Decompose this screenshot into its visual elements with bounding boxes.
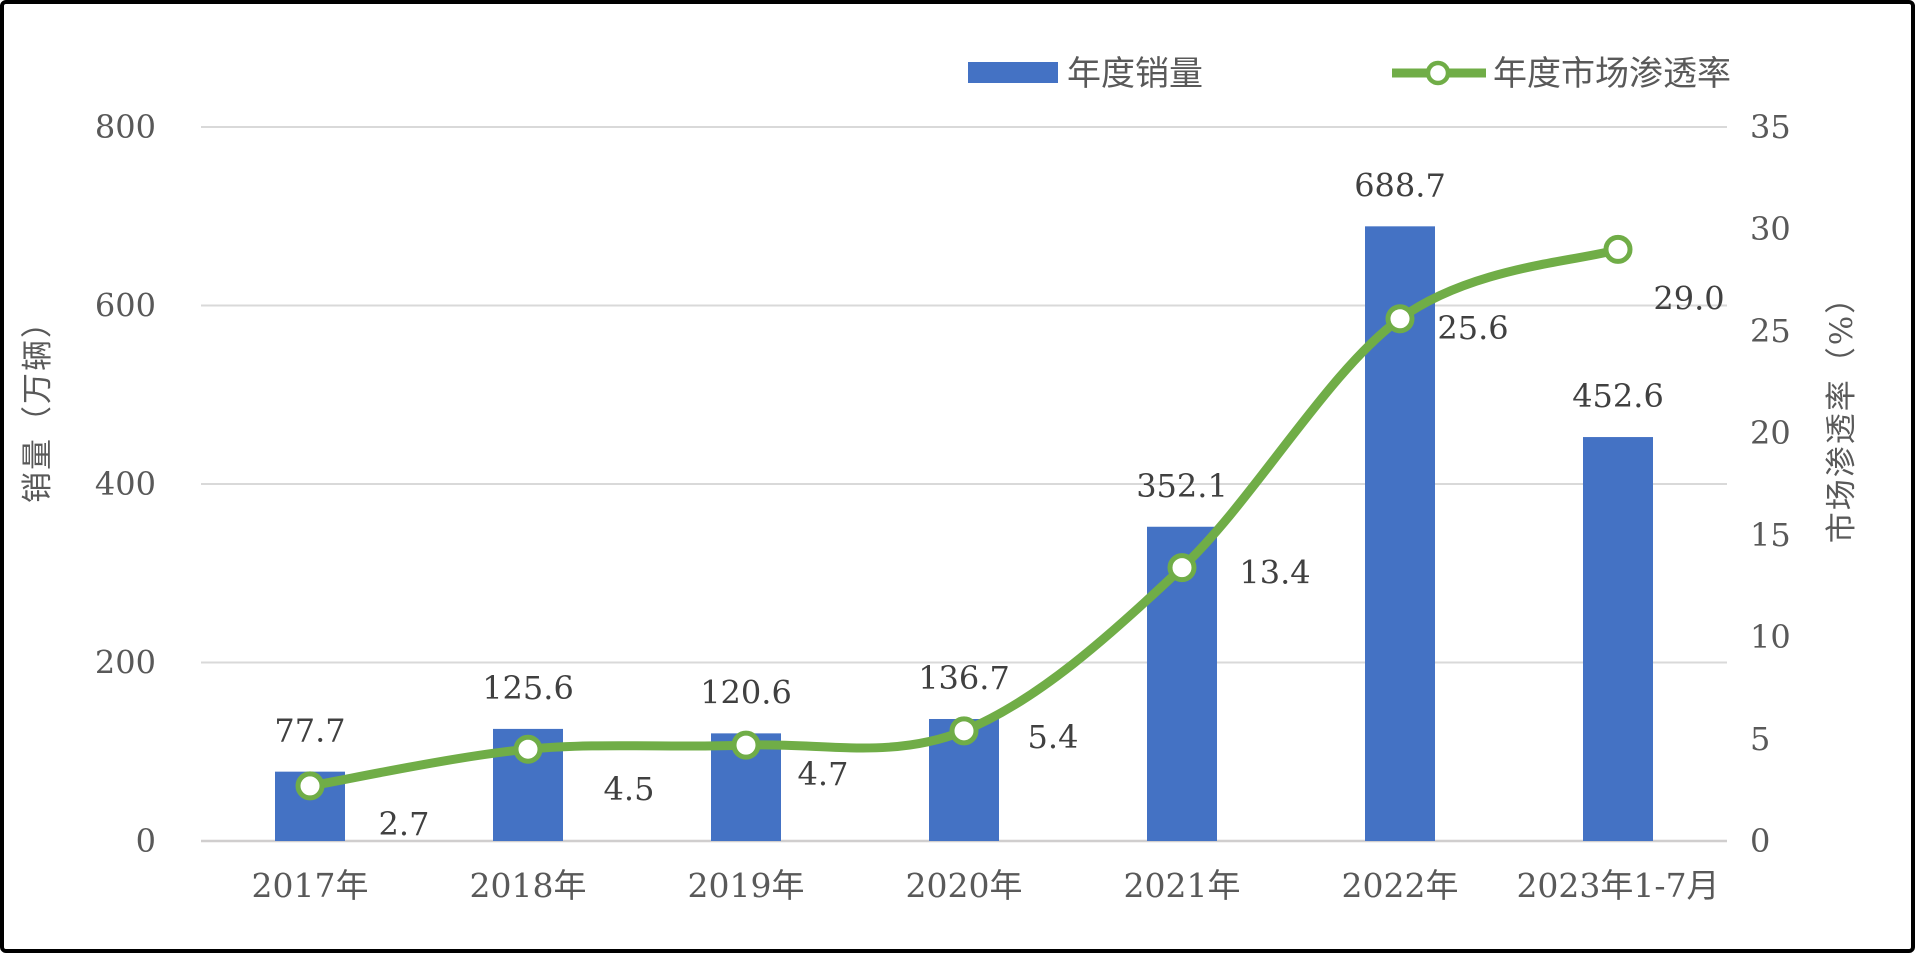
legend: 年度销量 年度市场渗透率 — [968, 54, 1731, 94]
line-value-label: 2.7 — [379, 805, 430, 843]
data-labels: 77.7 125.6 120.6 136.7 352.1 688.7 452.6 2.7 4.5… — [274, 166, 1724, 843]
right-tick-label: 5 — [1750, 720, 1770, 758]
category-label: 2019年 — [688, 866, 805, 905]
category-axis-labels: 2017年 2018年 2019年 2020年 2021年 2022年 2023年1-7月 — [252, 866, 1720, 905]
category-label: 2017年 — [252, 866, 369, 905]
left-tick-label: 600 — [95, 287, 156, 325]
category-label: 2020年 — [906, 866, 1023, 905]
left-tick-label: 0 — [136, 822, 156, 860]
line-value-label: 29.0 — [1653, 279, 1724, 317]
right-tick-label: 15 — [1750, 516, 1791, 554]
bar-value-label: 452.6 — [1572, 377, 1664, 415]
line-value-label: 4.7 — [798, 755, 849, 793]
left-axis-title: 销量（万辆） — [20, 305, 56, 503]
legend-label-sales: 年度销量 — [1067, 54, 1203, 94]
line-value-label: 4.5 — [604, 770, 655, 808]
bar — [1583, 437, 1653, 841]
line-value-label: 5.4 — [1028, 718, 1079, 756]
bar-value-label: 688.7 — [1354, 166, 1446, 204]
legend-label-penetration: 年度市场渗透率 — [1493, 54, 1731, 94]
line-value-label: 25.6 — [1437, 309, 1508, 347]
category-label: 2021年 — [1124, 866, 1241, 905]
right-axis-title: 市场渗透率（%） — [1824, 281, 1860, 543]
right-tick-label: 20 — [1750, 414, 1791, 452]
line-marker-icon — [1167, 553, 1197, 583]
left-tick-label: 200 — [95, 644, 156, 682]
bar-series — [275, 226, 1653, 841]
bar-value-label: 352.1 — [1136, 467, 1228, 505]
right-tick-label: 25 — [1750, 312, 1791, 350]
left-axis-ticks: 0 200 400 600 800 — [95, 108, 156, 860]
right-tick-label: 35 — [1750, 108, 1791, 146]
category-label: 2018年 — [470, 866, 587, 905]
left-tick-label: 800 — [95, 108, 156, 146]
bar-value-label: 136.7 — [918, 659, 1010, 697]
line-series — [295, 234, 1633, 801]
category-label: 2022年 — [1342, 866, 1459, 905]
right-tick-label: 10 — [1750, 618, 1791, 656]
legend-item-sales: 年度销量 — [968, 54, 1203, 94]
right-tick-label: 0 — [1750, 822, 1770, 860]
bar-value-label: 120.6 — [700, 673, 792, 711]
legend-item-penetration: 年度市场渗透率 — [1392, 54, 1731, 94]
combo-chart: 77.7 125.6 120.6 136.7 352.1 688.7 452.6 2.7 4.5… — [20, 54, 1860, 905]
line-marker-icon — [949, 716, 979, 746]
line-marker-icon — [295, 771, 325, 801]
bar-swatch-icon — [968, 62, 1058, 83]
line-marker-icon — [1425, 60, 1451, 86]
right-axis-ticks: 0 5 10 15 20 25 30 35 — [1750, 108, 1791, 860]
left-tick-label: 400 — [95, 465, 156, 503]
line-marker-icon — [731, 730, 761, 760]
line-value-label: 13.4 — [1239, 554, 1310, 592]
line-marker-icon — [1385, 304, 1415, 334]
right-tick-label: 30 — [1750, 210, 1791, 248]
bar-value-label: 77.7 — [274, 712, 345, 750]
category-label: 2023年1-7月 — [1516, 866, 1719, 905]
line-marker-icon — [1603, 234, 1633, 264]
bar-value-label: 125.6 — [482, 669, 574, 707]
line-marker-icon — [513, 734, 543, 764]
